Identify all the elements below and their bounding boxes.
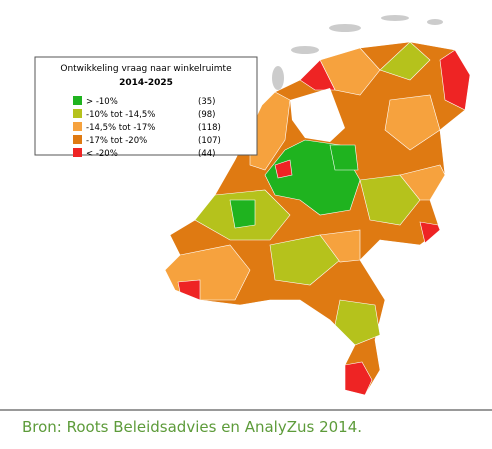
map-regions — [164, 41, 471, 396]
region — [269, 234, 341, 286]
region — [399, 164, 446, 201]
legend-subtitle: 2014-2025 — [119, 78, 173, 88]
legend-title: Ontwikkeling vraag naar winkelruimte — [60, 64, 232, 74]
legend-count: (44) — [198, 149, 215, 159]
legend-count: (107) — [198, 136, 221, 146]
region — [419, 221, 441, 244]
legend-count: (118) — [198, 123, 221, 133]
water — [290, 88, 345, 142]
legend-label: > -10% — [86, 97, 118, 107]
legend-label: < -20% — [86, 149, 118, 159]
legend-label: -17% tot -20% — [86, 136, 147, 146]
legend-count: (98) — [198, 110, 215, 120]
region — [229, 199, 256, 229]
region — [299, 59, 336, 91]
legend-count: (35) — [198, 97, 215, 107]
legend-swatch — [73, 135, 82, 144]
legend-swatch — [73, 122, 82, 131]
legend-label: -10% tot -14,5% — [86, 110, 155, 120]
legend-swatch — [73, 96, 82, 105]
region — [344, 361, 373, 396]
region — [439, 49, 471, 111]
region — [379, 41, 431, 81]
region — [274, 159, 293, 179]
region — [359, 174, 421, 226]
legend-box — [34, 56, 258, 156]
islands — [272, 15, 443, 90]
region — [177, 279, 201, 301]
region — [329, 144, 359, 171]
region — [334, 299, 381, 346]
legend-swatch — [73, 148, 82, 157]
region — [384, 94, 441, 151]
caption: Bron: Roots Beleidsadvies en AnalyZus 20… — [22, 418, 363, 436]
region — [319, 229, 361, 263]
legend-swatch — [73, 109, 82, 118]
legend: Ontwikkeling vraag naar winkelruimte 201… — [34, 56, 258, 159]
legend-label: -14,5% tot -17% — [86, 123, 155, 133]
